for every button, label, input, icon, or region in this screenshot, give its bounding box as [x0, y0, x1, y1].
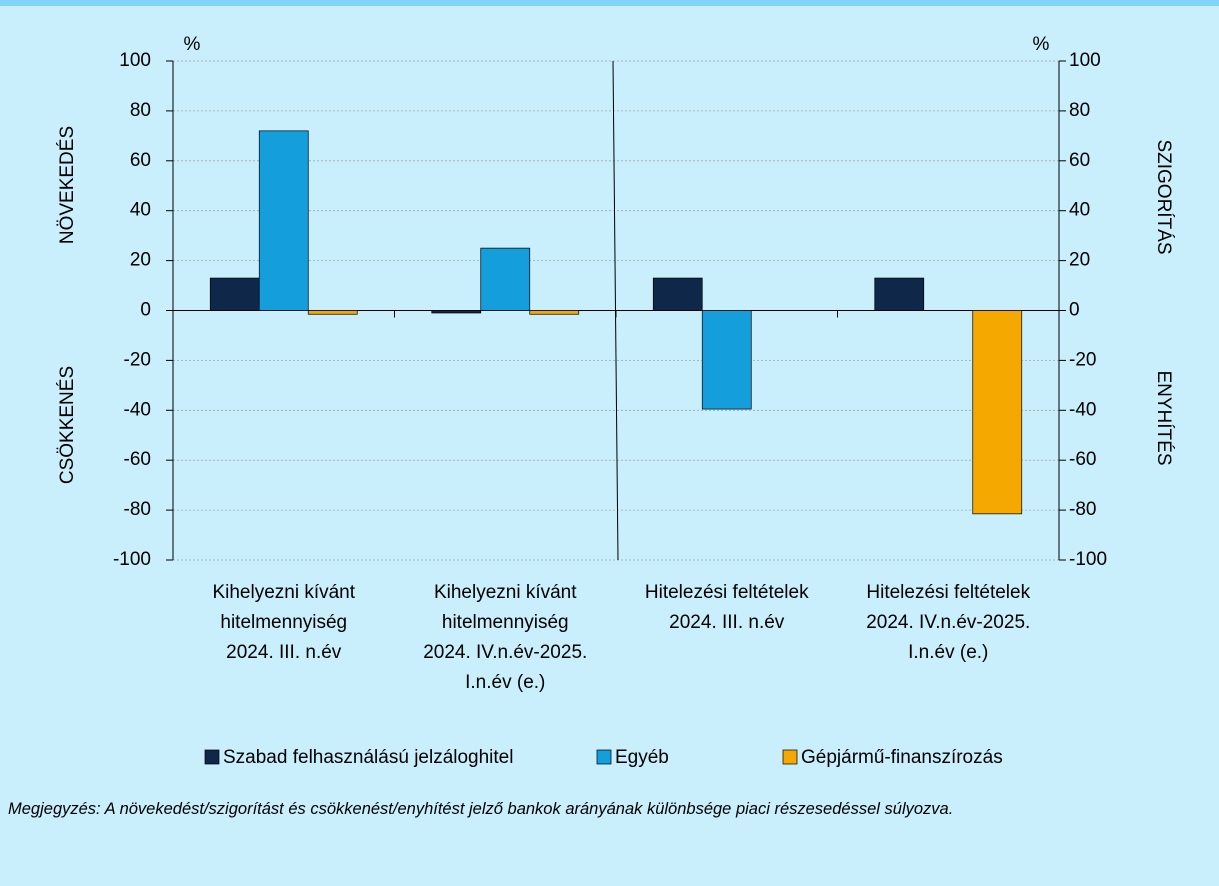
y2-tick-label: 60 [1069, 150, 1090, 171]
y-tick-label: 100 [119, 50, 151, 71]
bar [307, 310, 358, 315]
x-tick-label: hitelmennyiség [220, 612, 347, 633]
legend-swatch [204, 749, 220, 765]
y-tick-label: -100 [113, 549, 151, 570]
y-tick-label: 80 [130, 100, 151, 121]
top-strip [0, 0, 1219, 6]
x-tick-label: Hitelezési feltételek [866, 582, 1030, 603]
x-tick-label: Kihelyezni kívánt [212, 582, 355, 603]
legend-label: Szabad felhasználású jelzáloghitel [223, 747, 513, 768]
x-tick-label: 2024. III. n.év [669, 612, 785, 633]
y2-tick-label: 0 [1069, 300, 1080, 321]
right-annotation: ENYHÍTÉS [1153, 370, 1174, 465]
y-tick-label: -80 [124, 499, 151, 520]
bar [972, 310, 1023, 515]
y2-tick-label: -100 [1069, 549, 1107, 570]
chart: -100 -80 -60 -40 -20 0 20 40 60 80 100 -100 -80 -60 -4… [57, 34, 1174, 768]
y2-tick-label: -80 [1069, 499, 1096, 520]
bar [652, 277, 703, 311]
y-tick-label: 60 [130, 150, 151, 171]
y2-tick-label: -20 [1069, 349, 1096, 370]
y-tick-label: -20 [124, 349, 151, 370]
left-annotation: NÖVEKEDÉS [57, 126, 78, 244]
legend-swatch [782, 749, 798, 765]
y2-tick-label: 40 [1069, 200, 1090, 221]
bar [258, 130, 309, 311]
y2-tick-label: 100 [1069, 50, 1101, 71]
bar [529, 310, 580, 315]
left-annotation: CSÖKKENÉS [57, 366, 78, 484]
x-tick-label: 2024. III. n.év [226, 642, 342, 663]
y-tick-label: 40 [130, 200, 151, 221]
y-tick-label: -40 [124, 399, 151, 420]
y2-tick-label: 80 [1069, 100, 1090, 121]
y-tick-label: 0 [140, 300, 151, 321]
note: Megjegyzés: A növekedést/szigorítást és … [8, 800, 954, 818]
y-unit: % [184, 34, 201, 55]
y2-tick-label: -60 [1069, 449, 1096, 470]
y2-unit: % [1033, 34, 1050, 55]
bar [209, 277, 260, 311]
bar [874, 277, 925, 311]
y-tick-label: 20 [130, 250, 151, 271]
x-tick-label: 2024. IV.n.év-2025. [423, 642, 587, 663]
x-tick-label: 2024. IV.n.év-2025. [866, 612, 1030, 633]
bar [480, 247, 531, 311]
x-tick-label: I.n.év (e.) [465, 672, 545, 693]
x-tick-label: hitelmennyiség [442, 612, 569, 633]
x-tick-label: Hitelezési feltételek [645, 582, 809, 603]
legend-label: Egyéb [615, 747, 669, 768]
x-tick-label: I.n.év (e.) [908, 642, 988, 663]
x-tick-label: Kihelyezni kívánt [434, 582, 577, 603]
right-annotation: SZIGORÍTÁS [1153, 139, 1174, 254]
bar [701, 310, 752, 410]
y2-tick-label: 20 [1069, 250, 1090, 271]
y-tick-label: -60 [124, 449, 151, 470]
legend-label: Gépjármű-finanszírozás [801, 747, 1003, 768]
legend-swatch [596, 749, 612, 765]
y2-tick-label: -40 [1069, 399, 1096, 420]
bar [431, 310, 482, 314]
